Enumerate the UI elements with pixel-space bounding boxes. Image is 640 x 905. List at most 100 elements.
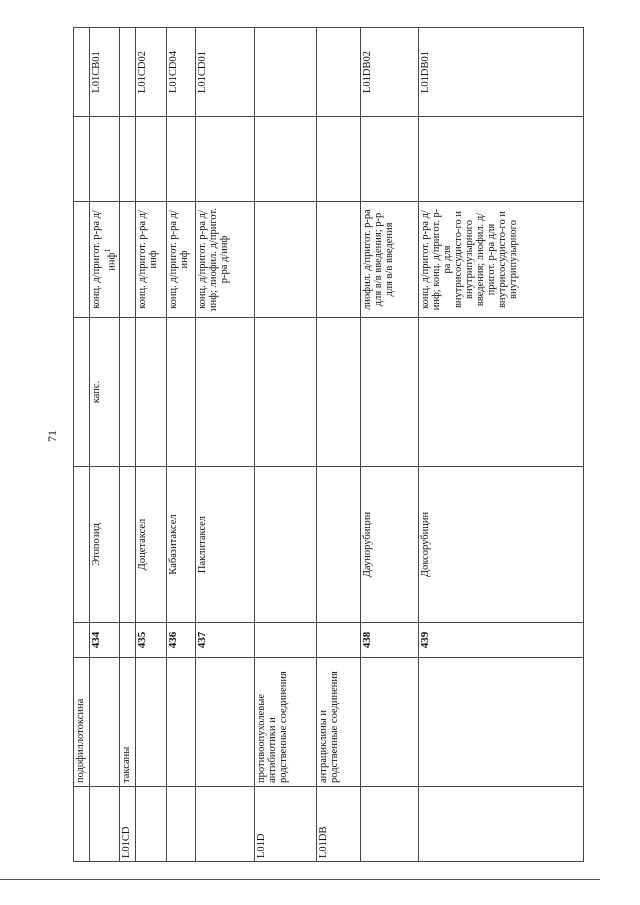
table-row: L01D противоопухолевые антибиотики и родс… (254, 27, 317, 862)
row-number-text: 439 (419, 631, 431, 649)
row-number-text: 435 (136, 631, 148, 649)
atc-code-text: L01DB02 (362, 51, 373, 93)
drug-name-text: Даунорубицин (362, 511, 373, 578)
group-name: противоопухолевые антибиотики и родствен… (254, 657, 317, 787)
atc-code: L01CD02 (135, 27, 167, 117)
drug-name (254, 466, 317, 623)
dosage-form-text: капс. (91, 380, 102, 404)
row-number (316, 622, 361, 658)
dosage-form (166, 317, 196, 467)
table-row: 438 Даунорубицин лиофил. д/пригот. р-ра дл… (360, 27, 419, 862)
atc-code-text: L01CD04 (168, 51, 179, 93)
row-number-text: 436 (167, 631, 179, 649)
row-number: 437 (195, 622, 255, 658)
drug-table: подофиллотоксина 434 Этопозид капс. конц. д/… (73, 27, 584, 862)
dosage-form (73, 317, 90, 467)
footnote-mark: 1 (102, 248, 112, 253)
row-number (254, 622, 317, 658)
table-row: L01DB антрациклины и родственные соединен… (316, 27, 361, 862)
dosage-form-2: лиофил. д/пригот. р-ра для в/в введения;… (360, 201, 419, 318)
group-name: подофиллотоксина (73, 657, 90, 787)
dosage-form-2: конц. д/пригот. р-ра д/инф (135, 201, 167, 318)
group-name-text: противоопухолевые антибиотики и родствен… (256, 671, 289, 783)
empty-cell (166, 116, 196, 202)
group-name (135, 657, 167, 787)
row-number-text: 437 (196, 631, 208, 649)
atc-code (119, 27, 136, 117)
atc-group-code: L01D (254, 786, 317, 862)
dosage-form-2 (73, 201, 90, 318)
dosage-form: капс. (89, 317, 120, 467)
atc-group-code-text: L01CD (121, 826, 132, 859)
empty-cell (89, 116, 120, 202)
group-name-text: таксаны (121, 746, 132, 783)
dosage-form-2: конц. д/пригот. р-ра д/инф (166, 201, 196, 318)
table-row: 435 Доцетаксел конц. д/пригот. р-ра д/инф L… (135, 27, 167, 862)
row-number: 439 (418, 622, 584, 658)
dosage-form-2-text: конц. д/пригот. р-ра д/инф (168, 210, 190, 309)
dosage-form-2: конц. д/пригот. р-ра д/инф; лиофил. д/пр… (195, 201, 255, 318)
empty-cell (195, 116, 255, 202)
atc-code-text: L01CD01 (197, 51, 208, 93)
atc-code (73, 27, 90, 117)
dosage-form (119, 317, 136, 467)
atc-code-text: L01CB01 (91, 51, 102, 93)
group-name (360, 657, 419, 787)
atc-group-code (89, 786, 120, 862)
atc-group-code-text: L01D (256, 833, 267, 859)
drug-name-text: Доцетаксел (137, 518, 148, 571)
dosage-form-2-text: конц. д/пригот. р-ра д/инф (91, 210, 118, 309)
atc-group-code: L01DB (316, 786, 361, 862)
dosage-form (135, 317, 167, 467)
drug-name: Этопозид (89, 466, 120, 623)
atc-group-code (166, 786, 196, 862)
empty-cell (135, 116, 167, 202)
row-number: 434 (89, 622, 120, 658)
group-name (166, 657, 196, 787)
empty-cell (316, 116, 361, 202)
atc-code (316, 27, 361, 117)
atc-group-code: L01CD (119, 786, 136, 862)
dosage-form (418, 317, 584, 467)
table-row: 434 Этопозид капс. конц. д/пригот. р-ра д/и… (89, 27, 120, 862)
atc-code: L01CB01 (89, 27, 120, 117)
empty-cell (360, 116, 419, 202)
atc-group-code (73, 786, 90, 862)
drug-name: Даунорубицин (360, 466, 419, 623)
group-name-text: подофиллотоксина (75, 698, 86, 783)
row-number: 435 (135, 622, 167, 658)
drug-name: Доксорубицин (418, 466, 584, 623)
atc-code: L01CD04 (166, 27, 196, 117)
dosage-form (360, 317, 419, 467)
drug-name-text: Этопозид (91, 523, 102, 566)
table-row: 436 Кабазитаксел конц. д/пригот. р-ра д/ин… (166, 27, 196, 862)
table-row: 437 Паклитаксел конц. д/пригот. р-ра д/инф… (195, 27, 255, 862)
rotated-page: 71 подофиллотоксина 434 Этопозид капс. конц.… (45, 27, 584, 862)
group-name-text: антрациклины и родственные соединения (318, 671, 340, 783)
dosage-form (195, 317, 255, 467)
group-name: антрациклины и родственные соединения (316, 657, 361, 787)
empty-cell (418, 116, 584, 202)
dosage-form-2: конц. д/пригот. р-ра д/инф; конц. д/приг… (418, 201, 584, 318)
dosage-form (254, 317, 317, 467)
group-name (418, 657, 584, 787)
atc-code: L01DB01 (418, 27, 584, 117)
drug-name: Кабазитаксел (166, 466, 196, 623)
empty-cell (254, 116, 317, 202)
drug-name-text: Паклитаксел (197, 515, 208, 574)
row-number (73, 622, 90, 658)
drug-name-text: Кабазитаксел (168, 514, 179, 575)
row-number-text: 434 (90, 631, 102, 649)
atc-code (254, 27, 317, 117)
table-row: L01CD таксаны (119, 27, 136, 862)
group-name (89, 657, 120, 787)
dosage-form-2 (254, 201, 317, 318)
atc-code: L01DB02 (360, 27, 419, 117)
group-name: таксаны (119, 657, 136, 787)
row-number: 436 (166, 622, 196, 658)
footer-rule (0, 879, 600, 880)
atc-group-code (135, 786, 167, 862)
atc-code-text: L01CD02 (137, 51, 148, 93)
drug-name (316, 466, 361, 623)
table-row: подофиллотоксина (73, 27, 90, 862)
